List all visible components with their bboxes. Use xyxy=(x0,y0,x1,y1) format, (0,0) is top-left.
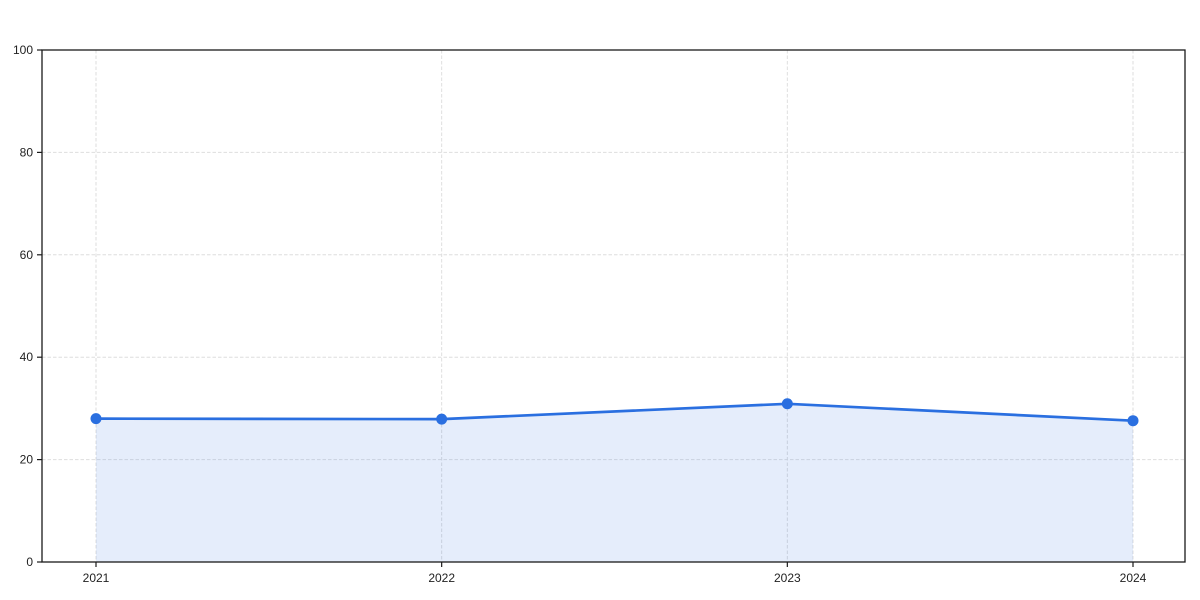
data-point xyxy=(436,413,448,425)
y-tick-label: 0 xyxy=(26,555,33,569)
x-tick-label: 2021 xyxy=(83,571,110,585)
trend-line xyxy=(94,402,1135,423)
y-tick-label: 80 xyxy=(20,145,34,159)
plot-border xyxy=(41,49,1186,563)
y-tick-label: 100 xyxy=(13,43,33,57)
data-point xyxy=(90,413,102,425)
y-tick-label: 40 xyxy=(20,350,34,364)
x-tick-label: 2023 xyxy=(774,571,801,585)
area-fill xyxy=(96,403,1133,562)
y-tick-label: 20 xyxy=(20,453,34,467)
data-point xyxy=(781,398,793,410)
x-tick-label: 2024 xyxy=(1120,571,1147,585)
data-point xyxy=(1127,415,1139,427)
x-tick-label: 2022 xyxy=(428,571,455,585)
y-tick-label: 60 xyxy=(20,248,34,262)
